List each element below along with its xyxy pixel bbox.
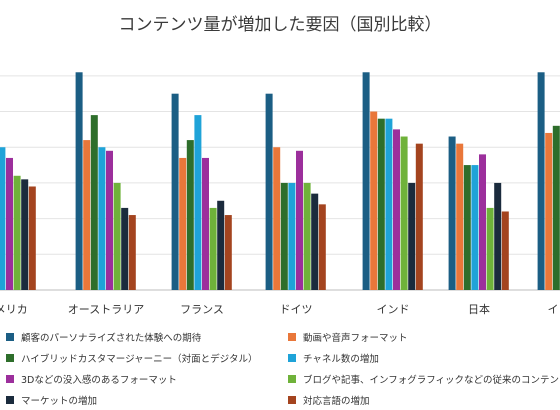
category-label: インド [377, 303, 410, 316]
bar [121, 207, 129, 290]
chart-title: コンテンツ量が増加した要因（国別比較） [118, 15, 442, 35]
legend-item: 顧客のパーソナライズされた体験への期待 [6, 330, 201, 344]
bar [393, 129, 400, 290]
legend-swatch [6, 396, 14, 404]
bar [280, 182, 288, 290]
bar [98, 147, 106, 290]
category-label: フランス [180, 303, 224, 316]
bar [479, 154, 486, 290]
bar [186, 140, 194, 290]
legend-label: 3Dなどの没入感のあるフォーマット [21, 375, 177, 386]
bar [408, 182, 416, 290]
bar [415, 143, 423, 290]
bar [552, 125, 560, 290]
bar [128, 215, 136, 290]
bar [311, 193, 319, 290]
bar [113, 182, 121, 290]
legend-item: 3Dなどの没入感のあるフォーマット [6, 372, 177, 386]
bar [288, 182, 296, 290]
legend-item: 動画や音声フォーマット [288, 330, 408, 344]
legend-label: チャネル数の増加 [303, 354, 379, 365]
bar [179, 157, 187, 290]
bar [75, 72, 83, 290]
bar [545, 132, 553, 290]
bar [90, 115, 98, 290]
bar [377, 118, 385, 291]
bar [494, 182, 502, 290]
bar [318, 204, 326, 290]
bar [265, 93, 273, 290]
bar [106, 150, 113, 290]
category-label: オーストラリア [68, 303, 144, 316]
bar [362, 72, 370, 290]
bar [296, 150, 303, 290]
legend-item: マーケットの増加 [6, 393, 97, 407]
legend: 顧客のパーソナライズされた体験への期待 動画や音声フォーマットハイブリッドカスタマ… [0, 326, 560, 410]
bar-chart: アメリカ オーストラリア フランス ドイツ インド 日本 イ [0, 72, 560, 316]
bar [385, 118, 393, 291]
bar [194, 115, 202, 290]
bar [501, 211, 509, 290]
legend-item: ハイブリッドカスタマージャーニー（対面とデジタル） [6, 351, 257, 365]
bar [273, 147, 281, 290]
legend-swatch [288, 396, 296, 404]
legend-label: 対応言語の増加 [303, 396, 370, 407]
legend-swatch [6, 354, 14, 362]
bar [370, 111, 378, 290]
legend-item: 対応言語の増加 [288, 393, 370, 407]
bar [486, 207, 494, 290]
bar [13, 175, 21, 290]
bar [400, 136, 408, 290]
bar [471, 165, 479, 290]
legend-swatch [6, 375, 14, 383]
bar [456, 143, 464, 290]
bar [303, 182, 311, 290]
category-label: ドイツ [280, 303, 313, 316]
category-label: アメリカ [0, 303, 28, 316]
bar [28, 186, 36, 290]
legend-item: ブログや記事、インフォグラフィックなどの従来のコンテンツ [288, 372, 560, 386]
bar [6, 157, 13, 290]
legend-label: 顧客のパーソナライズされた体験への期待 [21, 333, 202, 344]
legend-swatch [288, 354, 296, 362]
bar [463, 165, 471, 290]
category-labels: アメリカ オーストラリア フランス ドイツ インド 日本 イ [0, 302, 559, 316]
bar [217, 200, 225, 290]
legend-swatch [288, 375, 296, 383]
category-label: イ [548, 303, 559, 316]
bar [21, 179, 29, 290]
bars [0, 72, 560, 291]
legend-label: 動画や音声フォーマット [303, 333, 408, 344]
bar [83, 140, 91, 290]
bar [202, 157, 209, 290]
legend-label: ハイブリッドカスタマージャーニー（対面とデジタル） [21, 354, 258, 365]
legend-label: ブログや記事、インフォグラフィックなどの従来のコンテンツ [303, 375, 560, 386]
bar [224, 215, 232, 290]
legend-swatch [288, 333, 296, 341]
bar [537, 72, 545, 290]
legend-item: チャネル数の増加 [288, 351, 379, 365]
bar [448, 136, 456, 290]
bar [0, 147, 6, 290]
bar [171, 93, 179, 290]
category-label: 日本 [468, 302, 490, 316]
legend-label: マーケットの増加 [21, 396, 98, 407]
legend-swatch [6, 333, 14, 341]
bar [209, 207, 217, 290]
